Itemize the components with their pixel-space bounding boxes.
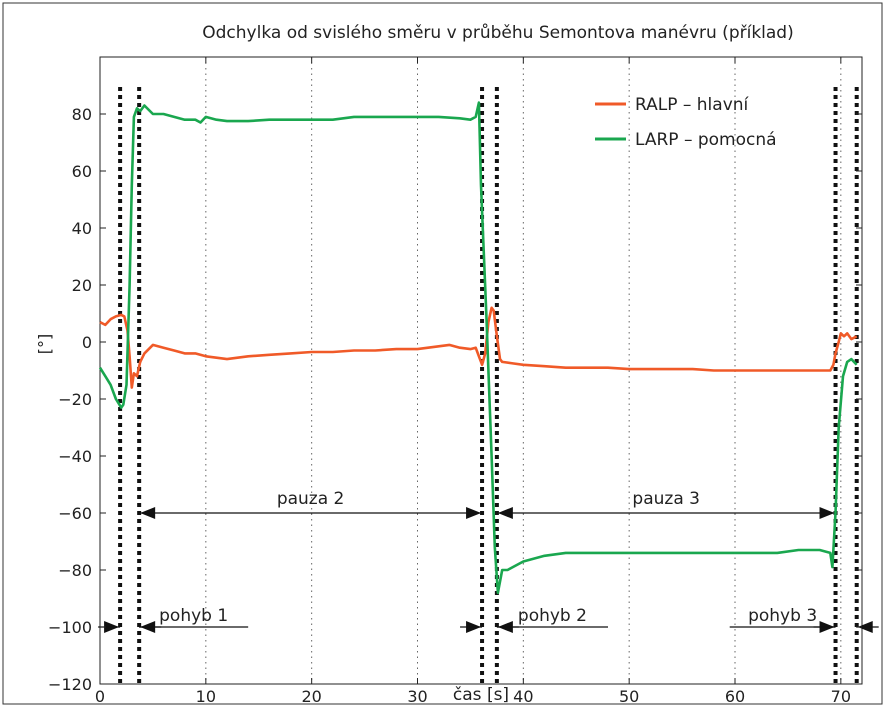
annotation-arrowhead-right-1 bbox=[819, 507, 835, 519]
series-layer bbox=[98, 101, 858, 595]
chart-title: Odchylka od svislého směru v průběhu Sem… bbox=[202, 23, 793, 43]
x-tick-label-1: 10 bbox=[196, 687, 216, 706]
annotation-arrowhead-left-1 bbox=[497, 507, 513, 519]
y-axis-label: [°] bbox=[35, 334, 54, 354]
plot-area bbox=[99, 56, 863, 685]
legend-label-ralp: RALP – hlavní bbox=[635, 95, 750, 115]
x-tick-label-0: 0 bbox=[95, 687, 105, 706]
annotation-layer: pauza 2 pauza 3 pohyb 1 pohyb 2 pohyb 3 bbox=[98, 489, 879, 633]
y-tick-label-8: 40 bbox=[72, 219, 92, 238]
annotation-label-3: pohyb 2 bbox=[518, 606, 587, 626]
y-tick-label-6: 0 bbox=[82, 333, 92, 352]
y-tick-label-10: 80 bbox=[72, 105, 92, 124]
x-tick-label-5: 50 bbox=[619, 687, 639, 706]
y-tick-label-9: 60 bbox=[72, 162, 92, 181]
annotation-label-1: pauza 3 bbox=[632, 489, 700, 509]
phase-marker-layer bbox=[118, 87, 859, 684]
legend-label-larp: LARP – pomocná bbox=[635, 130, 777, 150]
annotation-label-2: pohyb 1 bbox=[159, 606, 228, 626]
annotation-label-0: pauza 2 bbox=[277, 489, 345, 509]
y-tick-label-2: −80 bbox=[58, 561, 92, 580]
axis-layer: 0 10 20 30 40 50 60 70 −120 −100 −80 −60 −40 −20 0 20 40… bbox=[48, 57, 862, 706]
x-tick-label-3: 30 bbox=[407, 687, 427, 706]
series-line-0 bbox=[99, 306, 858, 389]
x-axis-label: čas [s] bbox=[453, 685, 509, 705]
annotation-arrowhead-left-0 bbox=[140, 507, 156, 519]
y-tick-label-1: −100 bbox=[48, 618, 92, 637]
x-tick-label-2: 20 bbox=[301, 687, 321, 706]
series-line-1 bbox=[98, 101, 858, 595]
y-tick-label-7: 20 bbox=[72, 276, 92, 295]
legend: RALP – hlavní LARP – pomocná bbox=[595, 95, 777, 150]
x-tick-label-6: 60 bbox=[725, 687, 745, 706]
y-tick-label-3: −60 bbox=[58, 504, 92, 523]
x-tick-label-4: 40 bbox=[513, 687, 533, 706]
x-tick-label-7: 70 bbox=[831, 687, 851, 706]
y-tick-label-5: −20 bbox=[58, 390, 92, 409]
annotation-label-4: pohyb 3 bbox=[748, 606, 817, 626]
annotation-arrowhead-right-0 bbox=[466, 507, 482, 519]
y-tick-label-4: −40 bbox=[58, 447, 92, 466]
y-tick-label-0: −120 bbox=[48, 675, 92, 694]
grid-layer bbox=[205, 57, 842, 684]
